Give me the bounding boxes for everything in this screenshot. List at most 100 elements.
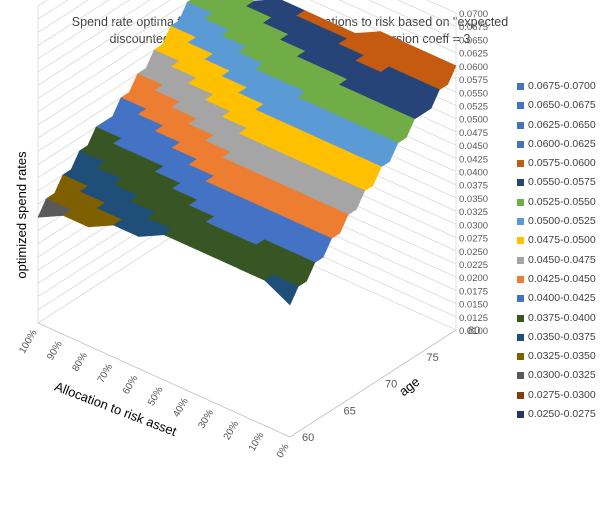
legend-swatch — [517, 140, 524, 148]
z-tick-label: 0.0475 — [459, 128, 488, 139]
legend-label: 0.0450-0.0475 — [528, 253, 596, 266]
z-tick-label: 0.0300 — [459, 220, 488, 231]
z-tick-label: 0.0400 — [459, 168, 488, 179]
z-tick-label: 0.0350 — [459, 194, 488, 205]
age-tick-label: 65 — [344, 405, 356, 417]
legend-item: 0.0425-0.0450 — [513, 273, 604, 292]
surface — [37, 0, 457, 306]
legend-swatch — [517, 198, 524, 206]
z-tick-label: 0.0625 — [459, 49, 488, 60]
legend-swatch — [517, 314, 524, 322]
axis-line — [37, 322, 291, 438]
legend-item: 0.0450-0.0475 — [513, 254, 604, 273]
legend-label: 0.0650-0.0675 — [528, 99, 596, 112]
grid-line — [37, 0, 457, 67]
z-tick-label: 0.0650 — [459, 35, 488, 46]
legend-swatch — [517, 372, 524, 380]
age-tick-label: 80 — [468, 325, 480, 337]
allocation-tick-label: 10% — [247, 431, 267, 454]
z-tick-label: 0.0225 — [459, 260, 488, 271]
allocation-tick-label: 70% — [96, 362, 116, 385]
z-tick-label: 0.0200 — [459, 273, 488, 284]
z-axis-title: optimized spend rates — [14, 151, 29, 279]
legend-item: 0.0325-0.0350 — [513, 350, 604, 369]
age-tick-label: 60 — [302, 432, 314, 444]
z-tick-label: 0.0325 — [459, 207, 488, 218]
legend-item: 0.0250-0.0275 — [513, 408, 604, 427]
legend-label: 0.0550-0.0575 — [528, 176, 596, 189]
legend-label: 0.0400-0.0425 — [528, 292, 596, 305]
legend-label: 0.0300-0.0325 — [528, 369, 596, 382]
z-tick-label: 0.0675 — [459, 22, 488, 33]
legend-label: 0.0600-0.0625 — [528, 137, 596, 150]
axis-line — [289, 329, 457, 438]
age-tick-label: 75 — [427, 352, 439, 364]
legend-label: 0.0325-0.0350 — [528, 350, 596, 363]
z-tick-label: 0.0575 — [459, 75, 488, 86]
grid-line — [37, 0, 457, 40]
legend-label: 0.0250-0.0275 — [528, 408, 596, 421]
legend-swatch — [517, 411, 524, 419]
legend-item: 0.0575-0.0600 — [513, 157, 604, 176]
z-tick-label: 0.0550 — [459, 88, 488, 99]
z-tick-label: 0.0375 — [459, 181, 488, 192]
legend-item: 0.0525-0.0550 — [513, 196, 604, 215]
legend-label: 0.0275-0.0300 — [528, 388, 596, 401]
legend-item: 0.0500-0.0525 — [513, 215, 604, 234]
z-tick-label: 0.0600 — [459, 62, 488, 73]
z-tick-label: 0.0275 — [459, 234, 488, 245]
legend-swatch — [517, 237, 524, 245]
legend-label: 0.0500-0.0525 — [528, 215, 596, 228]
legend-swatch — [517, 353, 524, 361]
grid-line — [37, 0, 457, 53]
legend-item: 0.0550-0.0575 — [513, 176, 604, 195]
legend-swatch — [517, 218, 524, 226]
allocation-tick-label: 100% — [17, 328, 39, 356]
z-tick-label: 0.0425 — [459, 154, 488, 165]
legend-item: 0.0300-0.0325 — [513, 369, 604, 388]
age-tick-label: 70 — [385, 379, 397, 391]
allocation-tick-label: 30% — [196, 408, 216, 431]
legend-label: 0.0350-0.0375 — [528, 330, 596, 343]
legend-label: 0.0625-0.0650 — [528, 118, 596, 131]
legend-item: 0.0625-0.0650 — [513, 119, 604, 138]
legend: 0.0675-0.0700 0.0650-0.0675 0.0625-0.0650 0… — [513, 80, 604, 427]
legend-item: 0.0600-0.0625 — [513, 138, 604, 157]
allocation-tick-label: 50% — [146, 385, 166, 408]
legend-swatch — [517, 256, 524, 264]
z-tick-label: 0.0150 — [459, 300, 488, 311]
legend-swatch — [517, 83, 524, 90]
legend-label: 0.0425-0.0450 — [528, 272, 596, 285]
legend-swatch — [517, 179, 524, 187]
allocation-tick-label: 60% — [121, 374, 141, 397]
legend-swatch — [517, 391, 524, 399]
z-tick-label: 0.0100 — [459, 326, 488, 337]
legend-item: 0.0675-0.0700 — [513, 80, 604, 99]
legend-item: 0.0375-0.0400 — [513, 312, 604, 331]
legend-swatch — [517, 295, 524, 303]
legend-item: 0.0350-0.0375 — [513, 331, 604, 350]
legend-label: 0.0575-0.0600 — [528, 157, 596, 170]
legend-item: 0.0475-0.0500 — [513, 234, 604, 253]
z-tick-label: 0.0450 — [459, 141, 488, 152]
legend-item: 0.0275-0.0300 — [513, 389, 604, 408]
allocation-tick-label: 20% — [222, 419, 242, 442]
legend-label: 0.0375-0.0400 — [528, 311, 596, 324]
legend-label: 0.0525-0.0550 — [528, 195, 596, 208]
legend-swatch — [517, 333, 524, 341]
z-tick-label: 0.0175 — [459, 286, 488, 297]
legend-swatch — [517, 160, 524, 168]
surface-patch — [264, 274, 299, 306]
legend-label: 0.0475-0.0500 — [528, 234, 596, 247]
allocation-tick-label: 80% — [70, 351, 90, 374]
z-tick-label: 0.0525 — [459, 101, 488, 112]
z-tick-label: 0.0700 — [459, 9, 488, 20]
z-tick-label: 0.0125 — [459, 313, 488, 324]
z-tick-label: 0.0250 — [459, 247, 488, 258]
legend-swatch — [517, 121, 524, 129]
allocation-tick-label: 0% — [275, 442, 292, 460]
legend-item: 0.0650-0.0675 — [513, 99, 604, 118]
allocation-tick-label: 90% — [45, 339, 65, 362]
legend-label: 0.0675-0.0700 — [528, 80, 596, 92]
